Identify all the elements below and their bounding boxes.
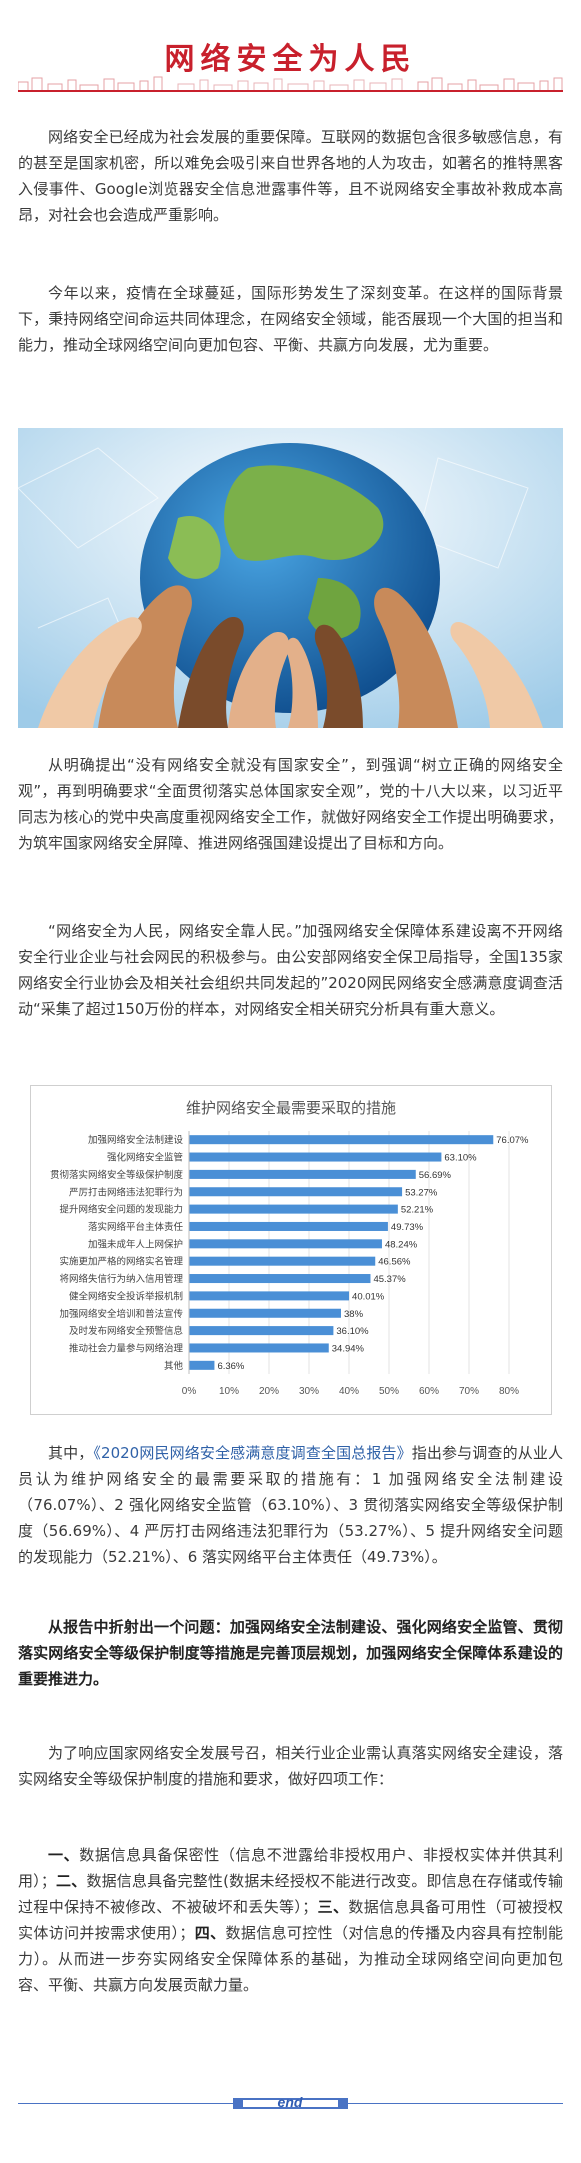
- x-tick-label: 80%: [499, 1386, 519, 1397]
- x-tick-label: 10%: [219, 1386, 239, 1397]
- paragraph-2: 今年以来，疫情在全球蔓延，国际形势发生了深刻变革。在这样的国际背景下，秉持网络空…: [18, 284, 563, 354]
- article-title: 网络安全为人民: [164, 42, 417, 77]
- x-tick-label: 0%: [182, 1386, 197, 1397]
- category-label: 加强网络安全培训和普法宣传: [59, 1308, 183, 1320]
- chart-bar: [189, 1152, 442, 1162]
- x-tick-label: 30%: [299, 1386, 319, 1397]
- x-tick-label: 50%: [379, 1386, 399, 1397]
- bar-value-label: 46.56%: [378, 1257, 411, 1268]
- category-label: 贯彻落实网络安全等级保护制度: [50, 1169, 184, 1181]
- x-tick-label: 40%: [339, 1386, 359, 1397]
- chart-bar: [189, 1135, 494, 1145]
- bar-value-label: 40.01%: [352, 1291, 385, 1302]
- chart-bar: [189, 1326, 334, 1336]
- globe-hands-image: [18, 428, 563, 728]
- bar-value-label: 36.10%: [336, 1326, 369, 1337]
- report-link[interactable]: 《2020网民网络安全感满意度调查全国总报告》: [93, 1444, 412, 1462]
- item-1-heading: 一、: [48, 1846, 80, 1864]
- x-tick-label: 70%: [459, 1386, 479, 1397]
- bar-value-label: 49.73%: [391, 1222, 424, 1233]
- chart-bar: [189, 1274, 371, 1284]
- paragraph-5-body: 指出参与调查的从业人员认为维护网络安全的最需要采取的措施有：1 加强网络安全法制…: [18, 1444, 563, 1566]
- paragraph-8: 一、数据信息具备保密性（信息不泄露给非授权用户、非授权实体并供其利用）；二、数据…: [18, 1842, 563, 1998]
- bar-value-label: 38%: [344, 1309, 364, 1320]
- chart-bar: [189, 1187, 403, 1197]
- x-tick-label: 20%: [259, 1386, 279, 1397]
- item-4-heading: 四、: [194, 1924, 226, 1942]
- category-label: 落实网络平台主体责任: [88, 1221, 184, 1233]
- bar-value-label: 63.10%: [444, 1153, 477, 1164]
- chart-bar: [189, 1256, 376, 1266]
- paragraph-1: 网络安全已经成为社会发展的重要保障。互联网的数据包含很多敏感信息，有的甚至是国家…: [18, 128, 563, 224]
- end-divider-graphic: end: [18, 2094, 563, 2110]
- paragraph-4: “网络安全为人民，网络安全靠人民。”加强网络安全保障体系建设离不开网络安全行业企…: [18, 922, 563, 1018]
- end-divider: end: [18, 2090, 563, 2120]
- item-3-text: 数据信息具备可用性（可被授权实体访问并按需求使用）；: [18, 1898, 563, 1942]
- paragraph-7: 为了响应国家网络安全发展号召，相关行业企业需认真落实网络安全建设，落实网络安全等…: [18, 1744, 563, 1788]
- category-label: 提升网络安全问题的发现能力: [59, 1204, 183, 1216]
- chart-bar: [189, 1204, 398, 1214]
- category-label: 强化网络安全监管: [107, 1152, 183, 1164]
- bar-value-label: 53.27%: [405, 1187, 438, 1198]
- bar-value-label: 6.36%: [217, 1361, 244, 1372]
- chart-bar: [189, 1291, 350, 1301]
- paragraph-5: 其中，《2020网民网络安全感满意度调查全国总报告》指出参与调查的从业人员认为维…: [18, 1440, 563, 1570]
- category-label: 其他: [164, 1360, 184, 1372]
- x-tick-label: 60%: [419, 1386, 439, 1397]
- bar-value-label: 76.07%: [496, 1135, 529, 1146]
- paragraph-3: 从明确提出“没有网络安全就没有国家安全”，到强调“树立正确的网络安全观”，再到明…: [18, 756, 563, 852]
- chart-bar: [189, 1221, 388, 1231]
- item-3-heading: 三、: [317, 1898, 349, 1916]
- bar-value-label: 45.37%: [373, 1274, 406, 1285]
- category-label: 加强网络安全法制建设: [88, 1134, 184, 1146]
- category-label: 健全网络安全投诉举报机制: [69, 1290, 183, 1302]
- bar-value-label: 52.21%: [401, 1205, 434, 1216]
- chart-bar: [189, 1169, 416, 1179]
- category-label: 将网络失信行为纳入信用管理: [59, 1273, 183, 1285]
- category-label: 实施更加严格的网络实名管理: [59, 1256, 183, 1268]
- bar-value-label: 56.69%: [419, 1170, 452, 1181]
- end-label: end: [278, 2094, 303, 2110]
- item-2-text: 数据信息具备完整性(数据未经授权不能进行改变。即信息在存储或传输过程中保持不被修…: [18, 1872, 563, 1916]
- category-label: 严厉打击网络违法犯罪行为: [69, 1186, 183, 1198]
- category-label: 加强未成年人上网保护: [88, 1238, 183, 1250]
- chart-bar: [189, 1239, 382, 1249]
- bar-value-label: 48.24%: [385, 1239, 418, 1250]
- globe-illustration: [18, 428, 563, 728]
- category-label: 及时发布网络安全预警信息: [69, 1325, 183, 1337]
- chart-svg: 维护网络安全最需要采取的措施 0% 10% 20% 30% 40% 50% 60% 70% 80%…: [50, 1099, 529, 1397]
- chart-bar: [189, 1308, 341, 1318]
- skyline-banner: [18, 76, 563, 92]
- chart-bar: [189, 1360, 215, 1370]
- item-2-heading: 二、: [55, 1872, 87, 1890]
- item-1-text: 数据信息具备保密性（信息不泄露给非授权用户、非授权实体并供其利用）；: [18, 1846, 563, 1890]
- item-4-text: 数据信息可控性（对信息的传播及内容具有控制能力）。从而进一步夯实网络安全保障体系…: [18, 1924, 563, 1994]
- paragraph-5-lead: 其中，: [48, 1444, 94, 1462]
- chart-bar: [189, 1343, 329, 1353]
- bar-value-label: 34.94%: [332, 1343, 365, 1354]
- chart-title: 维护网络安全最需要采取的措施: [186, 1099, 396, 1117]
- measures-bar-chart: 维护网络安全最需要采取的措施 0% 10% 20% 30% 40% 50% 60% 70% 80%…: [30, 1085, 552, 1415]
- category-label: 推动社会力量参与网络治理: [69, 1342, 184, 1354]
- paragraph-6-highlight: 从报告中折射出一个问题：加强网络安全法制建设、强化网络安全监管、贯彻落实网络安全…: [18, 1618, 563, 1688]
- article-header: 网络安全为人民: [0, 0, 581, 100]
